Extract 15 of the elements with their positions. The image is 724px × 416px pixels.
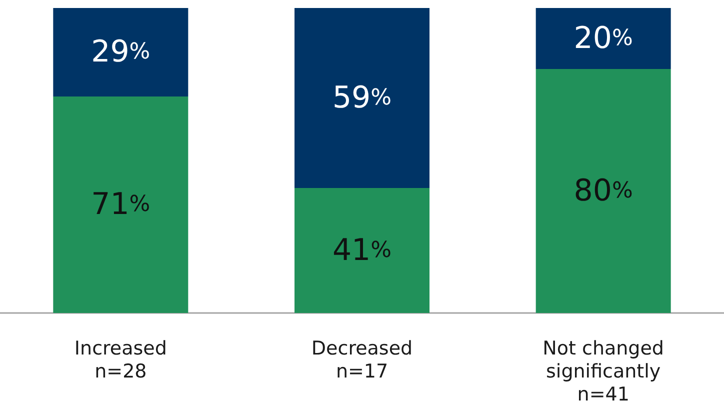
bar: [536, 8, 671, 69]
data-label: 29%: [91, 34, 150, 70]
x-tick-label: Not changed significantly n=41: [542, 338, 664, 406]
data-label: 71%: [91, 187, 150, 222]
bar: [294, 188, 430, 313]
data-label: 41%: [332, 232, 392, 268]
x-tick-label: Increased n=28: [74, 338, 167, 382]
bar: [53, 8, 188, 96]
data-label: 80%: [574, 174, 633, 208]
bar: [294, 8, 430, 188]
data-label: 20%: [574, 21, 633, 56]
x-tick-label: Decreased n=17: [311, 338, 413, 382]
bar: [536, 69, 671, 313]
bar: [53, 96, 188, 313]
data-label: 59%: [332, 80, 392, 116]
